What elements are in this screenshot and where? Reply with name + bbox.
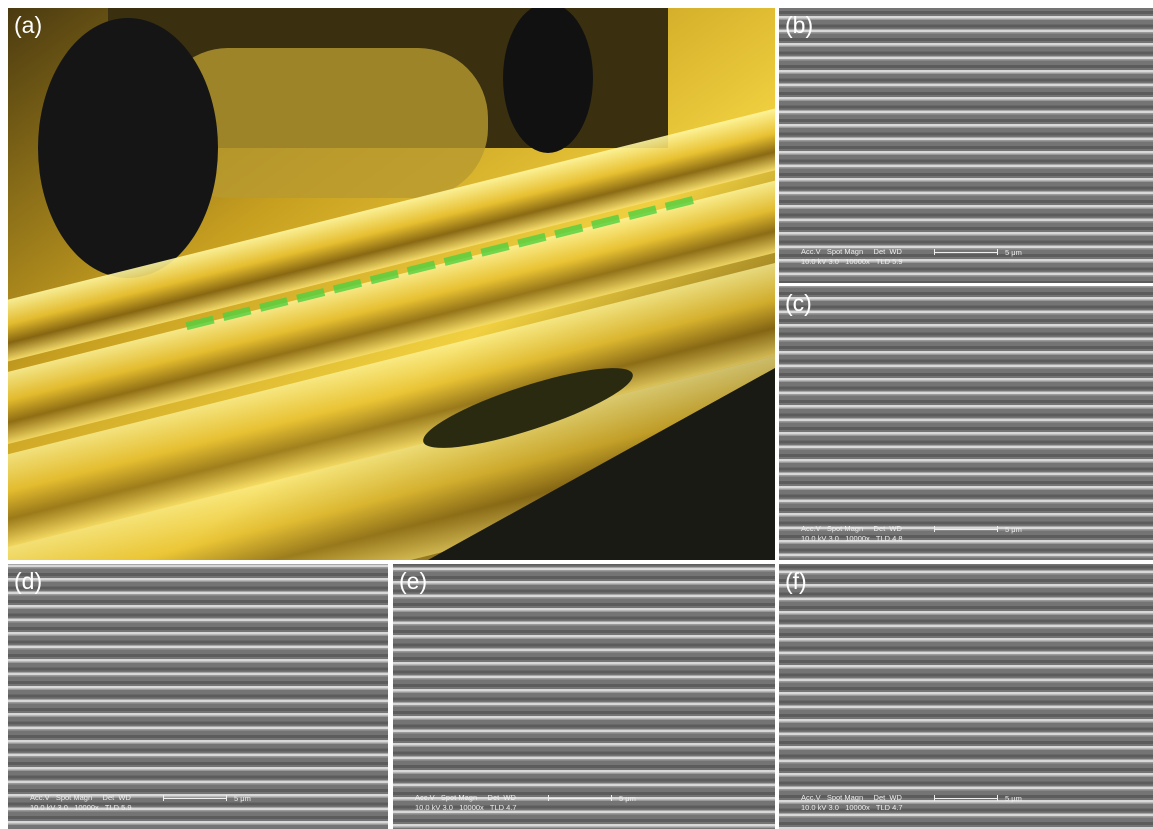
sem-header: Acc.V Spot Magn Det WD	[30, 793, 132, 803]
panel-image	[393, 564, 775, 829]
scale-bar	[934, 249, 998, 255]
scale-label: 5 μm	[1005, 794, 1022, 803]
sem-params: 10.0 kV 3.0 10000x TLD 5.9	[801, 257, 903, 267]
scale-bar	[934, 526, 998, 532]
scale-bar	[548, 795, 612, 801]
roller-end	[38, 18, 218, 278]
sem-header: Acc.V Spot Magn Det WD	[415, 793, 517, 803]
panel-label: (e)	[399, 568, 427, 595]
panel-label: (d)	[14, 568, 42, 595]
panel-image	[779, 8, 1153, 283]
scale-bar	[163, 795, 227, 801]
panel-label: (a)	[14, 12, 42, 39]
sem-surface	[393, 564, 775, 829]
scale-label: 5 μm	[1005, 525, 1022, 534]
scale-label: 5 μm	[619, 794, 636, 803]
panel-image	[8, 564, 388, 829]
sem-header: Acc.V Spot Magn Det WD	[801, 247, 903, 257]
panel-image	[779, 286, 1153, 560]
sem-surface	[779, 8, 1153, 283]
scale-label: 5 μm	[234, 794, 251, 803]
sem-surface	[8, 564, 388, 829]
sem-surface	[779, 564, 1153, 829]
panel-image	[779, 564, 1153, 829]
sem-params: 10.0 kV 3.0 10000x TLD 4.8	[801, 534, 903, 544]
scale-bar	[934, 795, 998, 801]
roller-end-right	[503, 8, 593, 153]
sem-params: 10.0 kV 3.0 10000x TLD 5.9	[30, 803, 132, 813]
sem-header: Acc.V Spot Magn Det WD	[801, 524, 903, 534]
panel-label: (b)	[785, 12, 813, 39]
sem-surface	[779, 286, 1153, 560]
scale-label: 5 μm	[1005, 248, 1022, 257]
panel-image	[8, 8, 775, 560]
sem-params: 10.0 kV 3.0 10000x TLD 4.7	[801, 803, 903, 813]
photo-panel: (a)	[8, 8, 775, 560]
sem-header: Acc.V Spot Magn Det WD	[801, 793, 903, 803]
panel-label: (c)	[785, 290, 812, 317]
panel-label: (f)	[785, 568, 807, 595]
sem-params: 10.0 kV 3.0 10000x TLD 4.7	[415, 803, 517, 813]
figure: (a)Acc.V Spot Magn Det WD10.0 kV 3.0 100…	[0, 0, 1153, 829]
